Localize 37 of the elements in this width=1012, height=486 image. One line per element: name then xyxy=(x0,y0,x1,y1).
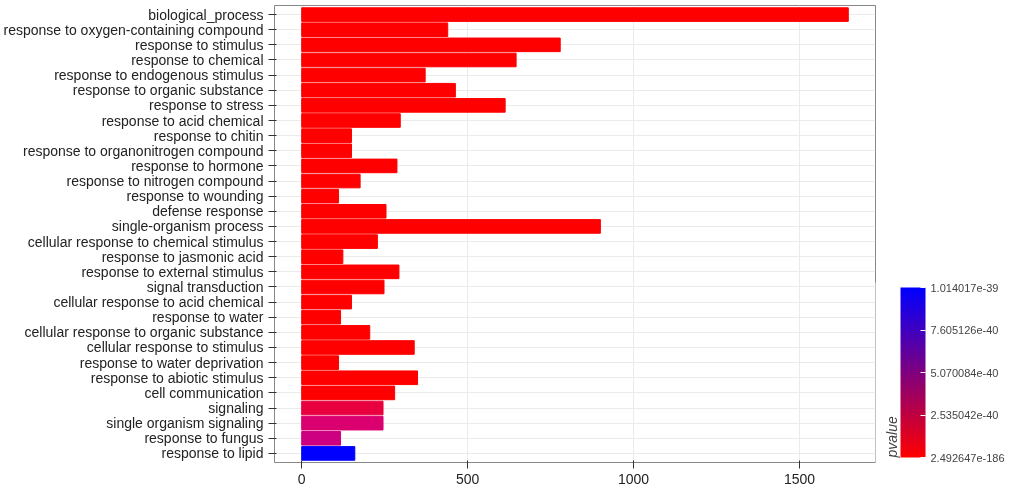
y-tick-label: defense response xyxy=(152,203,264,220)
y-tick-label: single-organism process xyxy=(111,218,264,235)
y-tick-label: cell communication xyxy=(144,384,264,401)
y-tick-label: response to wounding xyxy=(126,188,264,205)
color-bar-label: 7.605126e-40 xyxy=(930,324,999,336)
color-bar-title: pvalue xyxy=(883,416,900,459)
color-bar-label: 2.535042e-40 xyxy=(930,409,999,421)
x-tick-label: 500 xyxy=(455,470,480,486)
y-tick-label: response to endogenous stimulus xyxy=(54,67,264,84)
y-tick-label: response to acid chemical xyxy=(101,112,264,129)
bar xyxy=(301,400,384,416)
color-bar-label: 1.014017e-39 xyxy=(930,281,999,294)
y-tick-label: response to chitin xyxy=(153,127,264,144)
y-tick-label: response to stress xyxy=(149,97,264,114)
y-tick-label: response to nitrogen compound xyxy=(66,173,264,190)
y-tick-label: response to water deprivation xyxy=(79,354,264,371)
y-tick-label: signal transduction xyxy=(146,278,264,295)
y-tick-label: signaling xyxy=(208,400,264,417)
y-tick-label: single organism signaling xyxy=(106,415,264,432)
x-tick-label: 1500 xyxy=(783,470,816,486)
bar xyxy=(301,415,384,431)
color-bar-label: 5.070084e-40 xyxy=(930,366,999,379)
y-tick-label: response to organic substance xyxy=(72,82,264,99)
y-tick-label: response to fungus xyxy=(144,430,264,447)
color-bar-label: 2.492647e-186 xyxy=(930,451,1005,464)
x-tick-label: 1000 xyxy=(618,470,650,486)
bar xyxy=(301,446,356,461)
y-tick-label: cellular response to organic substance xyxy=(24,324,264,341)
y-tick-label: cellular response to acid chemical xyxy=(53,294,264,311)
y-tick-label: response to water xyxy=(152,309,264,326)
x-tick-label: 0 xyxy=(297,470,306,486)
y-tick-label: biological_process xyxy=(148,6,264,23)
y-tick-label: cellular response to chemical stimulus xyxy=(27,233,264,250)
bar xyxy=(301,430,342,446)
y-tick-label: response to lipid xyxy=(161,445,264,462)
y-tick-label: cellular response to stimulus xyxy=(86,339,264,356)
y-tick-label: response to jasmonic acid xyxy=(101,248,264,265)
